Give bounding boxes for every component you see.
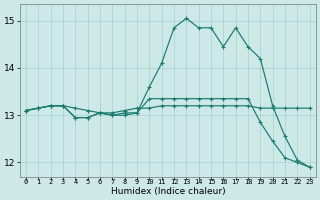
X-axis label: Humidex (Indice chaleur): Humidex (Indice chaleur) [110,187,225,196]
